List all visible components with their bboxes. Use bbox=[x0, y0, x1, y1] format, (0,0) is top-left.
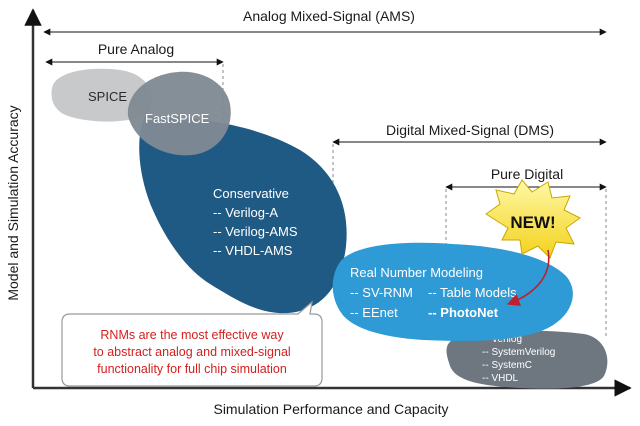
dms-range-label: Digital Mixed-Signal (DMS) bbox=[386, 122, 554, 138]
rnm-item: -- EEnet bbox=[350, 305, 398, 320]
digital-item: -- VHDL bbox=[482, 373, 519, 384]
callout-line: RNMs are the most effective way bbox=[100, 328, 284, 342]
ams-range-label: Analog Mixed-Signal (AMS) bbox=[243, 8, 415, 24]
axes: Model and Simulation Accuracy Simulation… bbox=[5, 8, 632, 417]
rnm-blob bbox=[332, 242, 573, 341]
conservative-region: Conservative -- Verilog-A -- Verilog-AMS… bbox=[139, 116, 347, 314]
conservative-blob bbox=[139, 116, 347, 314]
spice-region: SPICE bbox=[51, 68, 153, 122]
conservative-item: -- Verilog-AMS bbox=[213, 224, 298, 239]
rnm-item: -- SV-RNM bbox=[350, 285, 413, 300]
rnm-item-highlight: -- PhotoNet bbox=[428, 305, 499, 320]
callout-line: to abstract analog and mixed-signal bbox=[93, 345, 290, 359]
callout-bubble bbox=[61, 300, 323, 387]
y-axis-label: Model and Simulation Accuracy bbox=[5, 105, 21, 300]
fastspice-region: FastSPICE bbox=[127, 71, 231, 156]
starburst-shape bbox=[485, 179, 581, 259]
digital-region: -- Verilog -- SystemVerilog -- SystemC -… bbox=[446, 330, 608, 389]
conservative-title: Conservative bbox=[213, 186, 289, 201]
rnm-title: Real Number Modeling bbox=[350, 265, 483, 280]
conservative-item: -- VHDL-AMS bbox=[213, 243, 293, 258]
rnm-callout: RNMs are the most effective way to abstr… bbox=[61, 300, 323, 387]
new-badge-text: NEW! bbox=[510, 213, 555, 232]
rnm-region: Real Number Modeling -- SV-RNM -- Table … bbox=[332, 242, 573, 341]
new-badge-arrow bbox=[506, 249, 550, 306]
range-ams: Analog Mixed-Signal (AMS) bbox=[43, 8, 607, 36]
x-axis-label: Simulation Performance and Capacity bbox=[213, 401, 448, 417]
new-badge: NEW! bbox=[485, 179, 581, 259]
fastspice-label: FastSPICE bbox=[145, 111, 210, 126]
digital-item: -- SystemC bbox=[482, 360, 532, 371]
pure-analog-range-label: Pure Analog bbox=[98, 41, 174, 57]
rnm-item: -- Table Models bbox=[428, 285, 517, 300]
pure-digital-range-label: Pure Digital bbox=[491, 166, 563, 182]
digital-blob bbox=[446, 330, 608, 389]
callout-line: functionality for full chip simulation bbox=[97, 362, 287, 376]
spice-blob bbox=[51, 68, 153, 122]
conservative-item: -- Verilog-A bbox=[213, 205, 278, 220]
spice-label: SPICE bbox=[88, 89, 127, 104]
digital-item: -- SystemVerilog bbox=[482, 347, 555, 358]
digital-item: -- Verilog bbox=[482, 334, 522, 345]
fastspice-blob bbox=[127, 71, 231, 156]
